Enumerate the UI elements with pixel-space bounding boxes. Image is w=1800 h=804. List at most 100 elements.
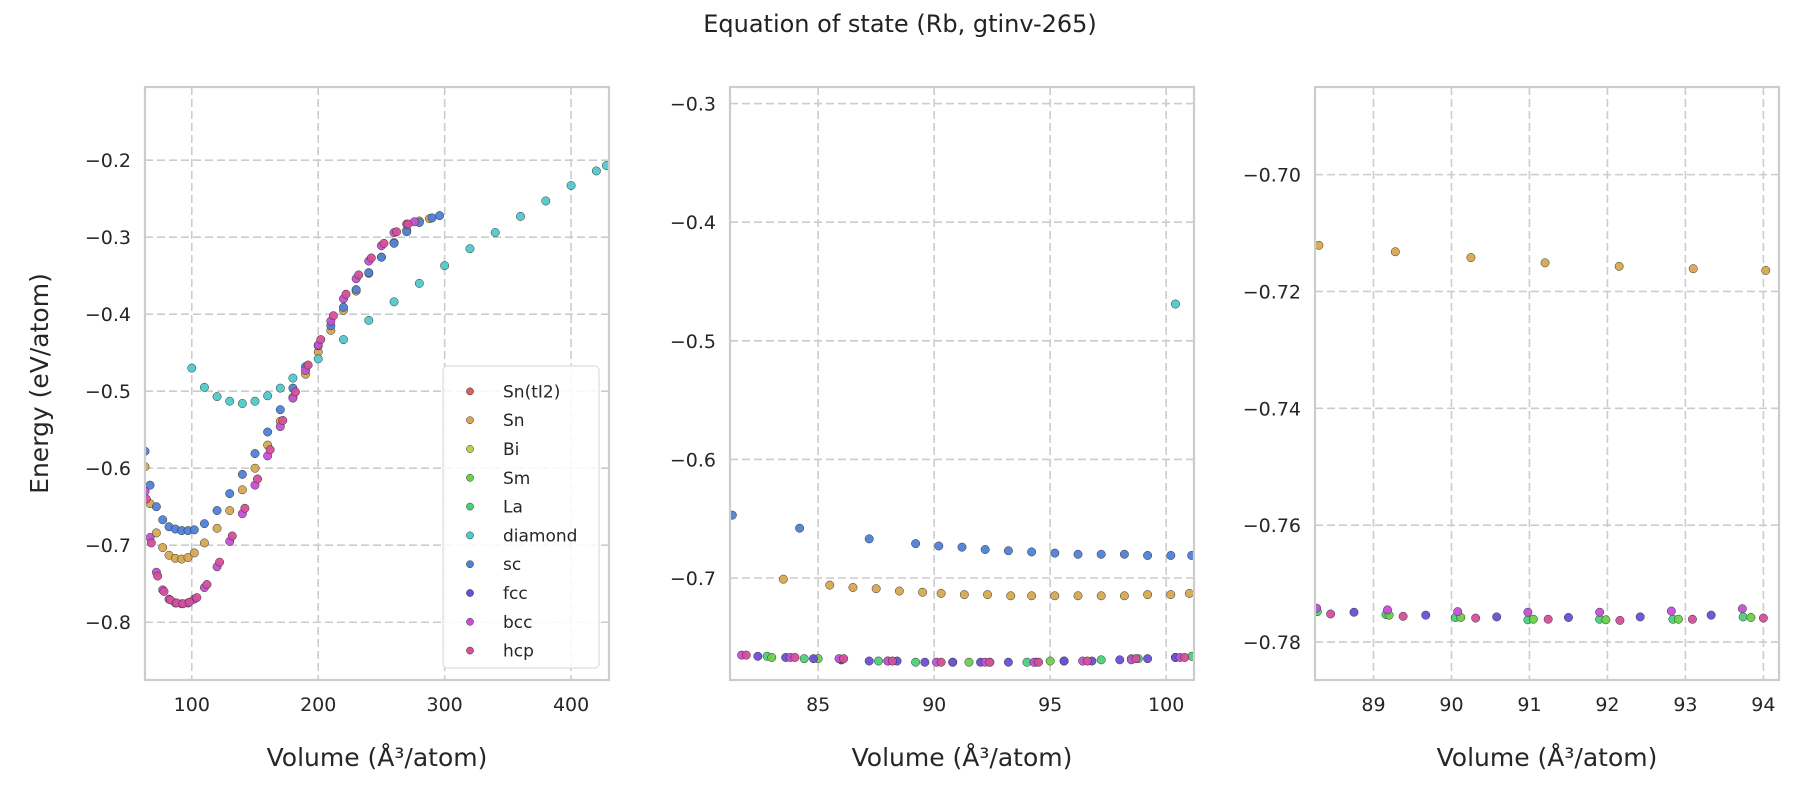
legend-label: La bbox=[503, 498, 523, 518]
data-point-sn bbox=[936, 588, 946, 598]
y-tick-label: −0.74 bbox=[1243, 398, 1301, 420]
data-point-sn bbox=[778, 574, 788, 584]
data-point-sn bbox=[250, 463, 260, 473]
x-axis-label: Volume (Å³/atom) bbox=[852, 743, 1073, 772]
data-point-sn bbox=[1761, 266, 1771, 275]
data-point-hcp bbox=[215, 557, 225, 567]
data-point-hcp bbox=[790, 653, 800, 662]
y-tick-label: −0.3 bbox=[670, 94, 716, 116]
data-point-diamond bbox=[339, 335, 348, 345]
data-point-bcc bbox=[1453, 607, 1463, 617]
y-tick-label: −0.3 bbox=[85, 227, 131, 249]
data-point-sc bbox=[911, 539, 921, 549]
data-point-diamond bbox=[414, 278, 424, 288]
data-point-hcp bbox=[379, 238, 389, 248]
data-point-diamond bbox=[225, 396, 235, 406]
data-point-sc bbox=[1096, 549, 1106, 559]
data-point-sn bbox=[1390, 247, 1400, 257]
data-point-hcp bbox=[839, 654, 849, 664]
data-point-hcp bbox=[192, 593, 202, 603]
data-point-hcp bbox=[291, 387, 300, 397]
data-point-sn bbox=[189, 548, 199, 558]
data-point-sm bbox=[964, 657, 974, 667]
data-point-sn bbox=[1184, 588, 1194, 598]
y-tick-label: −0.78 bbox=[1243, 632, 1301, 654]
data-point-la bbox=[1738, 612, 1748, 622]
data-point-sc bbox=[351, 285, 361, 294]
data-point-diamond bbox=[187, 363, 197, 373]
data-point-hcp bbox=[253, 474, 262, 484]
data-point-sn bbox=[871, 584, 881, 594]
y-tick-label: −0.72 bbox=[1243, 281, 1301, 303]
data-point-la bbox=[1096, 655, 1106, 665]
data-point-sm bbox=[1673, 614, 1683, 624]
y-tick-label: −0.7 bbox=[85, 535, 131, 557]
figure-title: Equation of state (Rb, gtinv-265) bbox=[703, 10, 1097, 38]
data-point-sc bbox=[189, 525, 199, 535]
data-point-hcp bbox=[403, 219, 413, 229]
data-point-diamond bbox=[566, 181, 576, 191]
legend-marker bbox=[466, 473, 474, 482]
data-point-hcp bbox=[328, 311, 338, 321]
data-point-sn bbox=[959, 590, 969, 600]
legend-marker bbox=[466, 502, 474, 511]
data-point-hcp bbox=[887, 656, 897, 666]
data-point-fcc bbox=[1059, 656, 1069, 666]
legend-marker bbox=[466, 445, 474, 453]
data-point-hcp bbox=[1471, 613, 1481, 623]
data-point-sn bbox=[225, 506, 235, 516]
data-points bbox=[1315, 240, 1771, 625]
y-tick-label: −0.6 bbox=[85, 458, 131, 480]
y-tick-label: −0.8 bbox=[85, 612, 131, 634]
data-point-sn bbox=[848, 583, 858, 592]
data-point-sc bbox=[864, 534, 874, 544]
data-point-fcc bbox=[1706, 610, 1716, 620]
data-point-sc bbox=[402, 227, 412, 237]
plot-frame bbox=[143, 85, 611, 682]
legend-label: hcp bbox=[503, 642, 534, 662]
data-point-bcc bbox=[1737, 604, 1747, 614]
data-point-sc bbox=[389, 238, 399, 248]
data-point-hcp bbox=[316, 335, 326, 345]
data-point-hcp bbox=[265, 445, 275, 455]
data-point-diamond bbox=[250, 396, 260, 406]
data-point-hcp bbox=[1687, 614, 1697, 624]
data-point-bcc bbox=[1383, 605, 1392, 615]
data-point-diamond bbox=[275, 383, 285, 393]
data-point-hcp bbox=[936, 657, 946, 667]
data-point-hcp bbox=[354, 270, 364, 280]
data-point-sc bbox=[957, 542, 967, 552]
y-tick-label: −0.6 bbox=[670, 449, 716, 471]
legend-label: bcc bbox=[503, 613, 532, 633]
data-point-sc bbox=[1119, 549, 1129, 559]
y-tick-label: −0.2 bbox=[85, 150, 131, 172]
data-point-hcp bbox=[159, 586, 169, 596]
data-point-fcc bbox=[753, 651, 763, 661]
y-tick-label: −0.76 bbox=[1243, 515, 1301, 537]
data-point-sc bbox=[275, 405, 285, 415]
data-point-hcp bbox=[278, 416, 288, 425]
data-point-sn bbox=[1166, 590, 1176, 600]
x-tick-label: 91 bbox=[1517, 694, 1541, 716]
data-point-sm bbox=[767, 653, 777, 662]
data-point-la bbox=[911, 657, 921, 667]
data-point-hcp bbox=[741, 650, 751, 660]
data-point-sc bbox=[1003, 546, 1013, 556]
legend-box bbox=[442, 365, 600, 669]
data-point-sn bbox=[825, 580, 835, 590]
data-point-sn bbox=[1143, 590, 1153, 600]
plot-frame bbox=[728, 85, 1196, 682]
data-point-sn bbox=[1688, 264, 1698, 274]
x-axis-label: Volume (Å³/atom) bbox=[267, 743, 488, 772]
data-point-hcp bbox=[392, 227, 402, 237]
plot-frame bbox=[1313, 85, 1781, 682]
data-point-sc bbox=[1166, 551, 1176, 560]
data-point-sc bbox=[339, 302, 348, 312]
y-tick-label: −0.70 bbox=[1243, 165, 1301, 187]
legend-marker bbox=[466, 560, 474, 569]
y-tick-label: −0.4 bbox=[85, 304, 131, 326]
data-point-fcc bbox=[1492, 612, 1502, 622]
legend-marker bbox=[466, 387, 474, 396]
x-tick-label: 85 bbox=[806, 694, 830, 716]
data-point-sc bbox=[934, 541, 944, 551]
